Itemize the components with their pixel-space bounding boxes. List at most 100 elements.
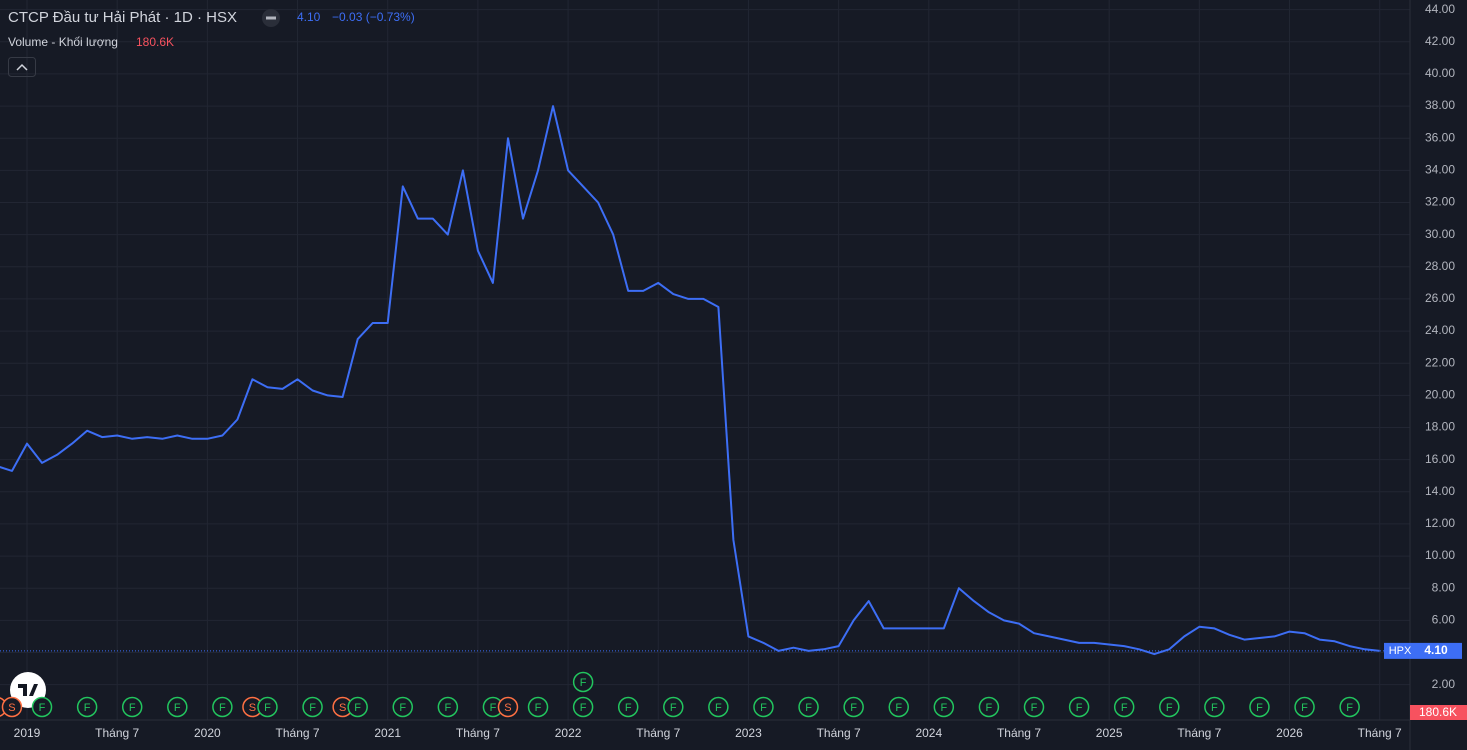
event-label: F bbox=[490, 702, 497, 714]
event-label: F bbox=[1076, 702, 1083, 714]
event-marker bbox=[437, 696, 459, 718]
x-tick-label: Tháng 7 bbox=[1177, 726, 1221, 740]
event-marker bbox=[1294, 696, 1315, 718]
collapse-button[interactable] bbox=[8, 57, 36, 77]
event-marker bbox=[1204, 696, 1225, 718]
volume-last: 180.6K bbox=[136, 35, 174, 49]
y-tick-label: 14.00 bbox=[1425, 484, 1455, 498]
event-label: F bbox=[580, 677, 587, 689]
x-tick-label: Tháng 7 bbox=[95, 726, 139, 740]
x-tick-label: 2026 bbox=[1276, 726, 1303, 740]
event-label: S bbox=[0, 702, 1, 714]
event-label: F bbox=[625, 702, 632, 714]
event-label: F bbox=[535, 702, 542, 714]
y-tick-label: 6.00 bbox=[1432, 613, 1456, 627]
event-label: F bbox=[84, 702, 91, 714]
y-tick-label: 8.00 bbox=[1432, 580, 1456, 594]
event-marker bbox=[572, 696, 594, 718]
y-tick-label: 44.00 bbox=[1425, 2, 1455, 16]
event-marker bbox=[257, 696, 278, 718]
collapse-icon bbox=[16, 63, 28, 71]
x-tick-label: 2023 bbox=[735, 726, 762, 740]
y-tick-label: 22.00 bbox=[1425, 355, 1455, 369]
event-marker bbox=[1339, 696, 1360, 718]
x-tick-label: 2020 bbox=[194, 726, 221, 740]
volume-title: Volume - Khối lượng bbox=[8, 35, 118, 49]
event-label: F bbox=[986, 702, 993, 714]
volume-label-box bbox=[1410, 705, 1467, 720]
y-tick-label: 16.00 bbox=[1425, 452, 1455, 466]
event-marker bbox=[121, 696, 143, 718]
y-tick-label: 38.00 bbox=[1425, 98, 1455, 112]
event-marker bbox=[527, 696, 549, 718]
y-tick-label: 2.00 bbox=[1432, 677, 1456, 691]
price-label: 4.10 bbox=[1424, 643, 1448, 657]
y-tick-label: 34.00 bbox=[1425, 163, 1455, 177]
y-tick-label: 12.00 bbox=[1425, 516, 1455, 530]
symbol-label-box bbox=[1384, 642, 1416, 659]
event-label: F bbox=[174, 702, 181, 714]
event-label: S bbox=[339, 702, 346, 714]
event-marker bbox=[302, 696, 323, 718]
price-line bbox=[0, 105, 1380, 656]
event-marker bbox=[617, 696, 639, 718]
event-marker bbox=[347, 696, 368, 718]
event-marker bbox=[212, 696, 233, 718]
header-price: 4.10 bbox=[297, 10, 321, 24]
y-tick-label: 28.00 bbox=[1425, 259, 1455, 273]
axes: 2.004.006.008.0010.0012.0014.0016.0018.0… bbox=[14, 2, 1462, 740]
event-label: F bbox=[715, 702, 722, 714]
event-marker bbox=[76, 696, 98, 718]
event-marker bbox=[978, 696, 1000, 718]
hide-icon bbox=[266, 16, 276, 20]
event-marker bbox=[753, 696, 774, 718]
event-label: F bbox=[354, 702, 361, 714]
x-tick-label: Tháng 7 bbox=[636, 726, 680, 740]
event-marker bbox=[1159, 696, 1180, 718]
x-tick-label: 2021 bbox=[374, 726, 401, 740]
event-label: F bbox=[1166, 702, 1173, 714]
header-change: −0.03 (−0.73%) bbox=[332, 10, 415, 24]
plot bbox=[0, 105, 1410, 656]
logo-mark bbox=[18, 684, 38, 696]
y-tick-label: 36.00 bbox=[1425, 130, 1455, 144]
x-tick-label: Tháng 7 bbox=[817, 726, 861, 740]
event-marker bbox=[798, 696, 819, 718]
event-marker bbox=[843, 696, 864, 718]
y-tick-label: 24.00 bbox=[1425, 323, 1455, 337]
event-label: F bbox=[264, 702, 271, 714]
y-tick-label: 40.00 bbox=[1425, 66, 1455, 80]
x-tick-label: Tháng 7 bbox=[997, 726, 1041, 740]
volume-axis-label: 180.6K bbox=[1419, 705, 1457, 719]
event-marker bbox=[1113, 696, 1135, 718]
y-tick-label: 20.00 bbox=[1425, 388, 1455, 402]
event-label: F bbox=[1301, 702, 1308, 714]
event-marker bbox=[497, 696, 519, 718]
event-label: F bbox=[850, 702, 857, 714]
event-label: F bbox=[1031, 702, 1038, 714]
y-tick-label: 26.00 bbox=[1425, 291, 1455, 305]
event-marker bbox=[392, 696, 413, 718]
event-label: F bbox=[444, 702, 451, 714]
x-tick-label: 2019 bbox=[14, 726, 41, 740]
x-tick-label: 2022 bbox=[555, 726, 582, 740]
event-label: F bbox=[1256, 702, 1263, 714]
x-tick-label: Tháng 7 bbox=[456, 726, 500, 740]
event-marker bbox=[888, 696, 909, 718]
x-tick-label: Tháng 7 bbox=[1358, 726, 1402, 740]
event-label: F bbox=[670, 702, 677, 714]
event-marker bbox=[31, 696, 53, 718]
x-tick-label: Tháng 7 bbox=[276, 726, 320, 740]
event-label: F bbox=[580, 702, 587, 714]
y-tick-label: 18.00 bbox=[1425, 420, 1455, 434]
symbol-label: HPX bbox=[1389, 645, 1412, 657]
event-marker bbox=[663, 696, 684, 718]
event-label: F bbox=[805, 702, 812, 714]
event-label: S bbox=[504, 702, 511, 714]
event-label: F bbox=[39, 702, 46, 714]
event-label: F bbox=[895, 702, 902, 714]
event-label: S bbox=[249, 702, 256, 714]
event-label: F bbox=[1211, 702, 1218, 714]
